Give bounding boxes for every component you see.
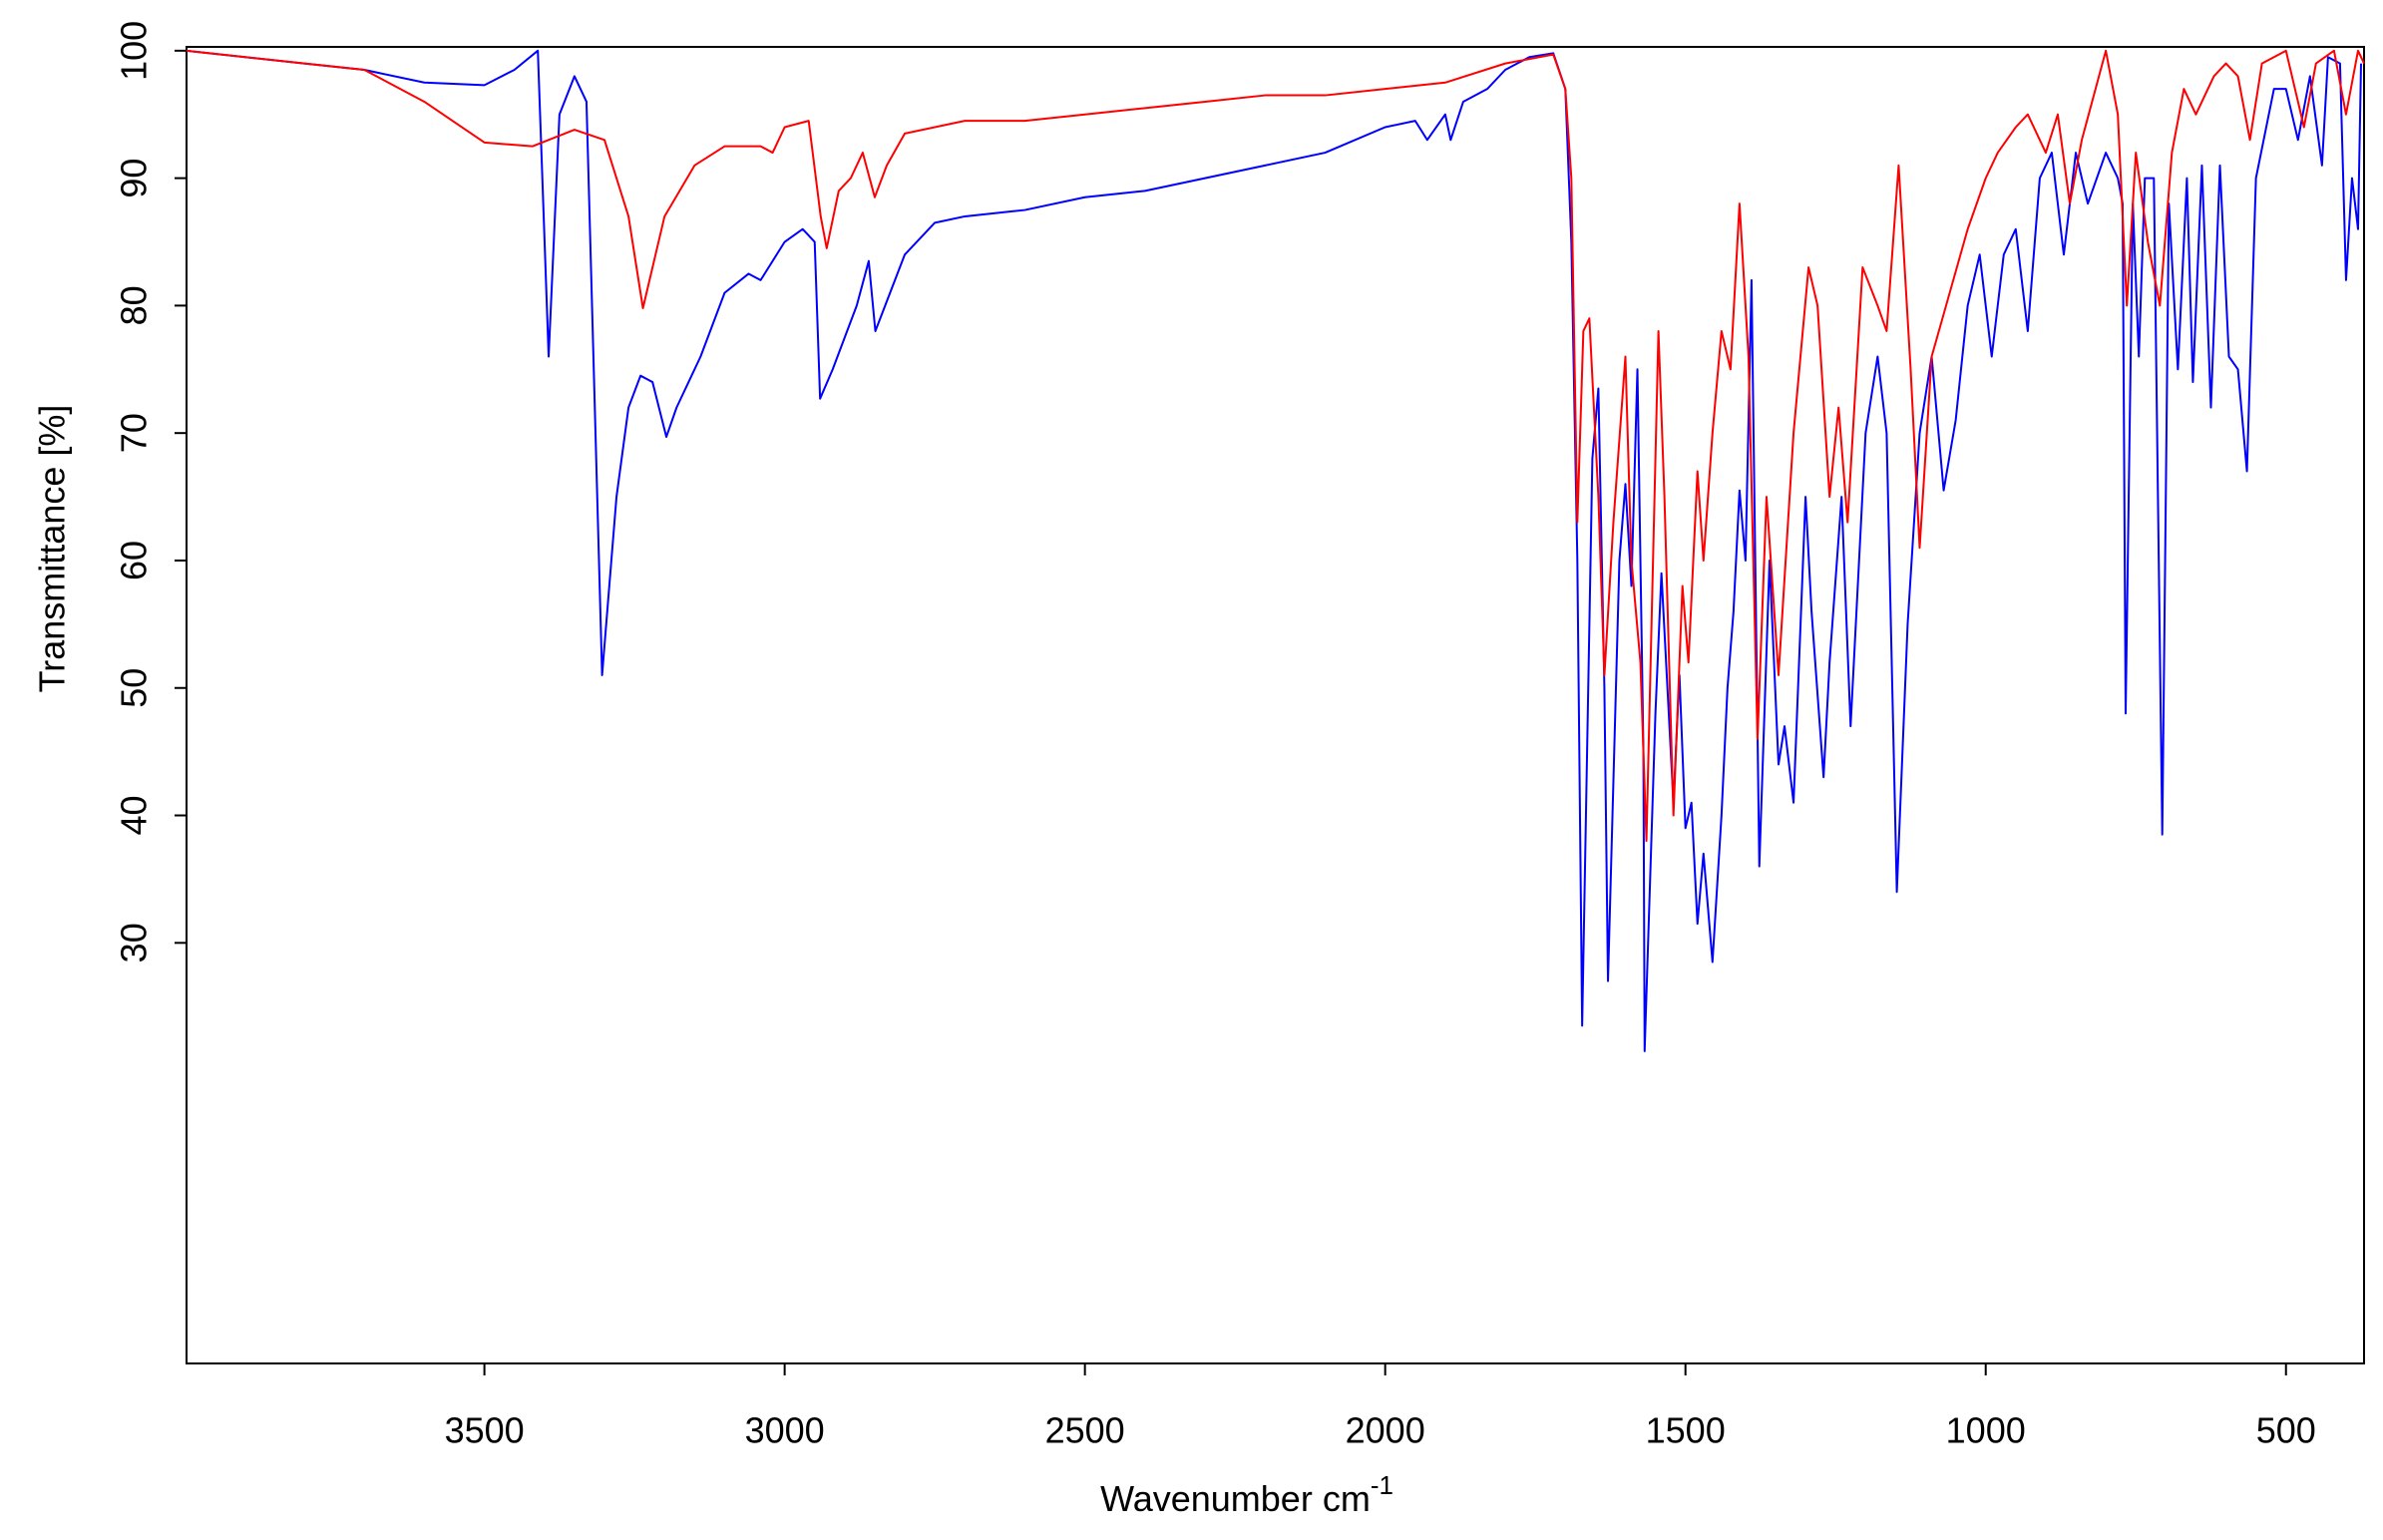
x-axis-label: Wavenumber cm-1	[1100, 1470, 1393, 1519]
y-tick-label: 100	[114, 21, 155, 81]
y-tick-label: 70	[114, 413, 155, 453]
spectrum-line	[186, 49, 2362, 1052]
x-tick-label: 500	[2256, 1410, 2316, 1451]
y-tick-label: 90	[114, 159, 155, 198]
y-tick-label: 80	[114, 285, 155, 325]
plot-frame	[186, 46, 2365, 1364]
y-axis-label: Transmittance [%]	[32, 405, 73, 693]
y-tick-label: 40	[114, 796, 155, 836]
spectrum-line	[186, 49, 2365, 843]
x-tick-label: 2500	[1045, 1410, 1125, 1451]
y-tick-label: 30	[114, 923, 155, 962]
x-tick-label: 3500	[445, 1410, 525, 1451]
x-tick-label: 1500	[1646, 1410, 1726, 1451]
x-tick-label: 1000	[1946, 1410, 2026, 1451]
x-axis-label-superscript: -1	[1371, 1470, 1393, 1500]
x-tick-label: 3000	[745, 1410, 825, 1451]
y-tick-label: 50	[114, 668, 155, 708]
x-axis-label-text: Wavenumber cm	[1100, 1478, 1371, 1519]
y-tick-label: 60	[114, 541, 155, 580]
x-tick-label: 2000	[1346, 1410, 1425, 1451]
